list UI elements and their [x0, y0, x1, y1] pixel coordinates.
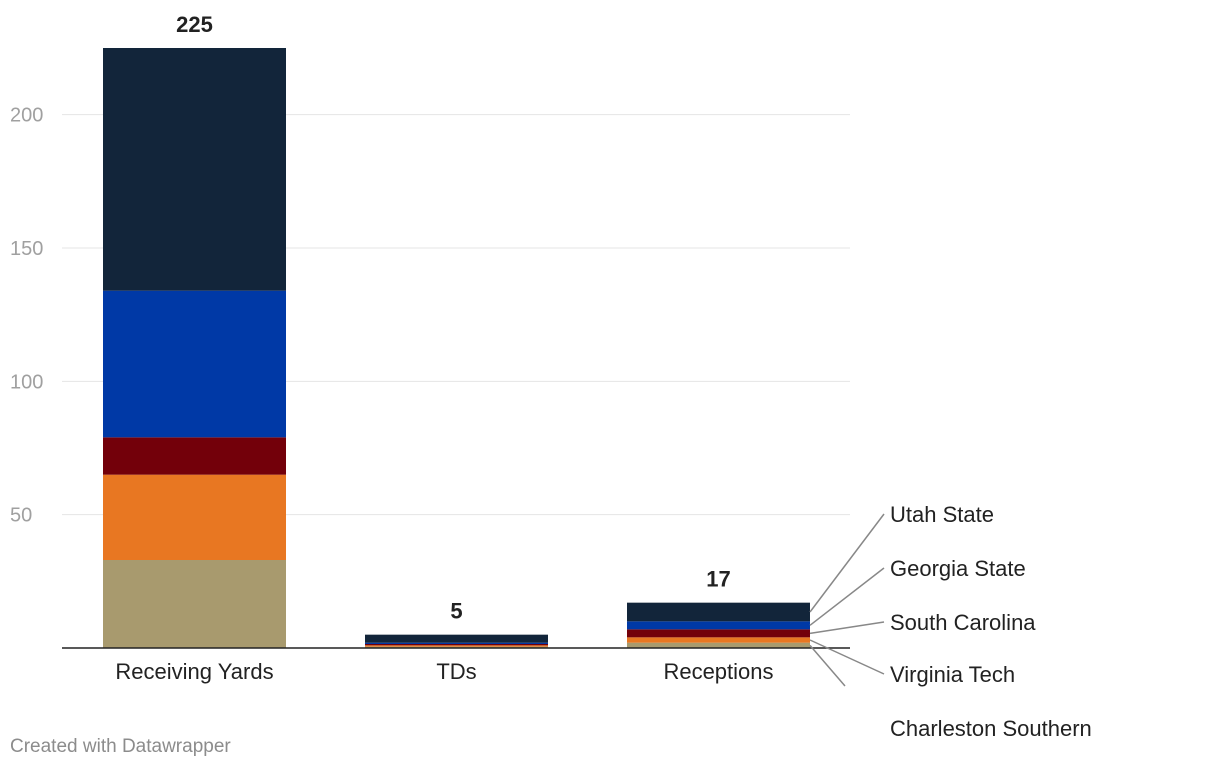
legend-label: Georgia State	[890, 556, 1026, 581]
legend-label: South Carolina	[890, 610, 1036, 635]
legend-leader-line	[809, 639, 885, 675]
legend-label: Charleston Southern	[890, 716, 1092, 741]
bar-total-label: 225	[176, 12, 213, 37]
bar-segment	[103, 474, 286, 560]
legend-leader-line	[809, 567, 885, 626]
legend-leader-line	[809, 644, 846, 687]
bar-total-label: 17	[706, 567, 730, 592]
axes: 50 100 150 200 Receiving Yards TDs Receptions	[10, 105, 850, 684]
bar-segment	[627, 629, 810, 638]
y-tick-label: 100	[10, 371, 43, 393]
bar-segment	[365, 645, 548, 647]
bar-segment	[103, 48, 286, 291]
bar-segment	[365, 642, 548, 644]
bar-segment	[627, 602, 810, 622]
x-category-label: Receiving Yards	[115, 659, 273, 684]
bar-segment	[103, 437, 286, 475]
y-tick-label: 150	[10, 238, 43, 260]
bar-segment	[365, 644, 548, 646]
bar-segment	[103, 560, 286, 648]
legend-label: Utah State	[890, 502, 994, 527]
bars: 225 5 17	[103, 12, 810, 648]
x-category-label: Receptions	[663, 659, 773, 684]
bar-segment	[627, 621, 810, 630]
x-category-label: TDs	[436, 659, 476, 684]
footer-credit: Created with Datawrapper	[10, 736, 231, 757]
bar-segment	[103, 290, 286, 438]
legend: Utah State Georgia State South Carolina Vir…	[809, 502, 1092, 741]
y-tick-label: 200	[10, 105, 43, 127]
legend-leader-line	[809, 513, 885, 613]
bar-total-label: 5	[450, 599, 462, 624]
bar-segment	[627, 637, 810, 643]
bar-segment	[365, 634, 548, 643]
y-tick-label: 50	[10, 505, 32, 527]
bar-segment	[627, 642, 810, 648]
legend-leader-line	[809, 621, 885, 635]
legend-label: Virginia Tech	[890, 662, 1015, 687]
